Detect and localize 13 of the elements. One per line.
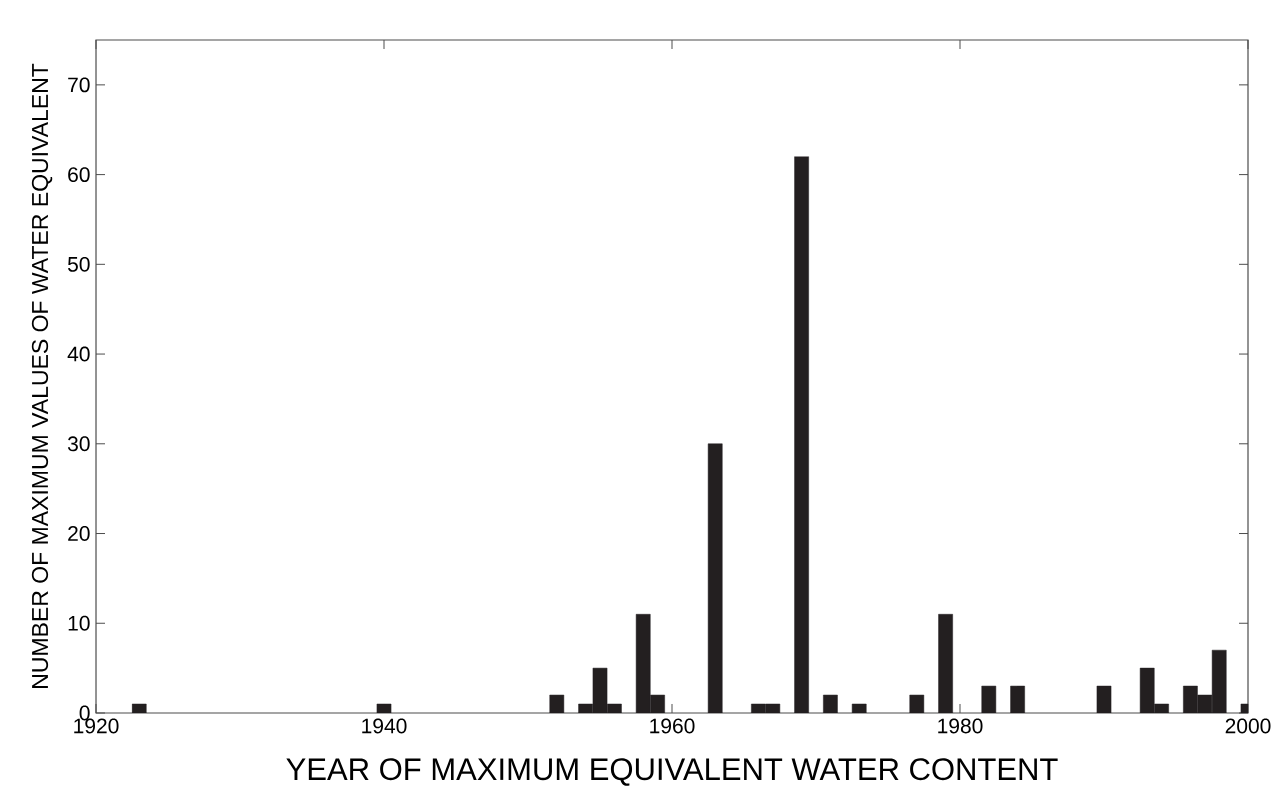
y-tick-label: 50 (67, 256, 90, 272)
y-tick-label: 30 (67, 436, 90, 452)
x-tick-label: 1980 (938, 718, 983, 734)
x-tick-label: 2000 (1225, 718, 1271, 734)
y-tick-label: 20 (68, 526, 90, 541)
x-tick-label: 1960 (650, 718, 695, 734)
x-axis-title: YEAR OF MAXIMUM EQUIVALENT WATER CONTENT (286, 758, 1058, 786)
y-tick-label: 40 (67, 346, 90, 362)
y-tick-label: 70 (68, 77, 90, 93)
y-axis-title: NUMBER OF MAXIMUM VALUES OF WATER EQUIVALENT (31, 63, 53, 688)
x-tick-label: 1940 (362, 718, 407, 734)
y-tick-label: 10 (68, 615, 90, 631)
y-tick-label: 60 (68, 167, 90, 183)
